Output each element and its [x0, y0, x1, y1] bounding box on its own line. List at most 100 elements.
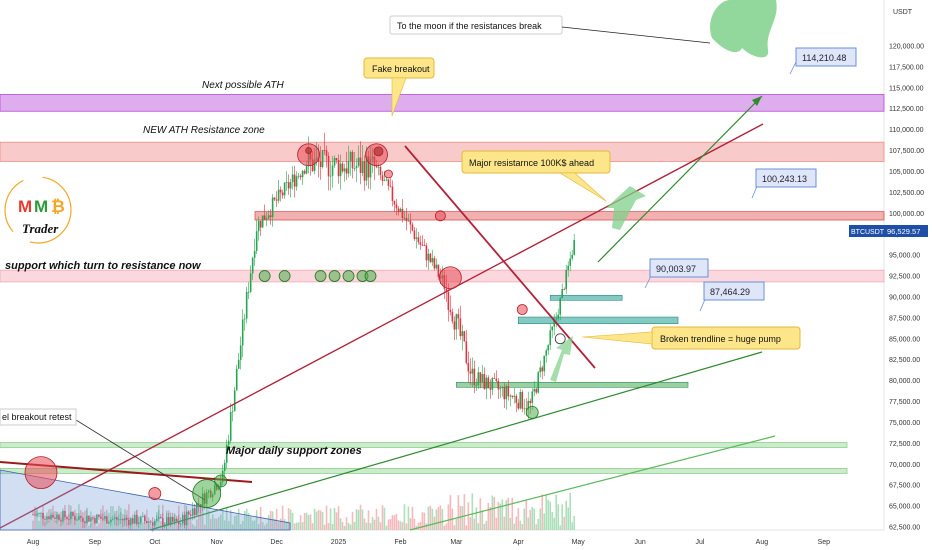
volume-bar — [243, 510, 246, 530]
rising-support-line[interactable] — [149, 351, 763, 531]
volume-bar — [239, 524, 242, 530]
volume-bar — [339, 518, 342, 530]
callout-retest[interactable]: el breakout retest — [0, 408, 77, 426]
candle-body — [571, 254, 573, 259]
zone-1[interactable] — [0, 141, 885, 162]
marker-support-touch-6[interactable] — [364, 270, 377, 282]
candle-body — [261, 215, 264, 228]
volume-bar — [100, 509, 102, 530]
marker-support-touch-4[interactable] — [342, 270, 355, 282]
candle-body — [167, 517, 170, 525]
callout-broken-trendline[interactable]: Broken trendline = huge pump — [581, 326, 801, 350]
callout-moon[interactable]: To the moon if the resistances break — [389, 15, 711, 44]
callout-moon-box — [389, 15, 563, 35]
level-2[interactable] — [456, 381, 689, 388]
marker-channel-touch[interactable] — [148, 487, 162, 500]
marker-retest-100k[interactable] — [434, 210, 446, 222]
zone-4[interactable] — [0, 442, 848, 448]
volume-bar — [521, 523, 524, 530]
volume-bar — [205, 505, 208, 530]
zone-5[interactable] — [0, 468, 848, 474]
volume-bar — [373, 519, 376, 530]
candle-body — [435, 264, 438, 269]
y-tick-label: 77,500.00 — [889, 399, 920, 406]
x-tick-label: Sep — [818, 539, 831, 546]
candle-body — [377, 166, 380, 168]
volume-bar — [92, 515, 94, 530]
volume-bar — [46, 519, 48, 530]
price-callout-114k[interactable]: 114,210.48 — [789, 47, 857, 75]
marker-top-2-dot[interactable] — [373, 146, 384, 157]
price-callout-87k[interactable]: 87,464.29 — [699, 281, 765, 312]
price-callout-100k[interactable]: 100,243.13 — [751, 168, 817, 199]
candle-body — [429, 253, 432, 263]
marker-support-touch-0[interactable] — [258, 270, 271, 282]
candle-body — [447, 291, 450, 310]
volume-bar — [333, 508, 336, 530]
candle-body — [555, 318, 558, 320]
candle-body — [124, 517, 126, 521]
volume-bar — [207, 510, 210, 530]
candle-body — [181, 514, 184, 524]
volume-bar — [375, 508, 378, 530]
volume-bar — [553, 517, 556, 530]
marker-support-touch-3[interactable] — [328, 270, 341, 282]
marker-breakout-point[interactable] — [554, 333, 566, 345]
x-tick-label: Apr — [513, 539, 525, 546]
candle-body — [156, 518, 158, 521]
volume-bar — [535, 524, 538, 530]
marker-support-touch-1[interactable] — [278, 270, 291, 282]
candle-body — [515, 395, 518, 403]
marker-breakdown[interactable] — [438, 266, 462, 290]
zone-2[interactable] — [254, 211, 885, 221]
price-callout-90k[interactable]: 90,003.97 — [644, 258, 709, 289]
volume-bar — [479, 498, 482, 530]
candle-body — [323, 150, 326, 151]
callout-fake-breakout[interactable]: Fake breakout — [363, 57, 435, 117]
zone-0[interactable] — [0, 94, 885, 112]
level-1[interactable] — [517, 316, 679, 325]
price-callout-87k-box — [703, 281, 765, 301]
volume-bar — [301, 522, 304, 530]
marker-channel-breakout[interactable] — [192, 479, 222, 508]
candle-body — [237, 359, 240, 369]
lower-support-line[interactable] — [409, 435, 776, 531]
candle-body — [44, 518, 46, 520]
marker-downtrend-touch-2[interactable] — [384, 169, 393, 179]
callout-major-resistance[interactable]: Major resistarnce 100K$ ahead — [461, 150, 611, 202]
candle-body — [293, 174, 296, 187]
volume-bar — [431, 508, 434, 530]
candle-body — [52, 515, 54, 518]
candle-body — [567, 265, 569, 270]
volume-bar — [515, 516, 518, 530]
candle-body — [193, 508, 196, 516]
marker-downtrend-touch[interactable] — [516, 304, 528, 315]
candle-body — [313, 159, 316, 171]
broken-downtrend-line[interactable] — [404, 145, 596, 369]
candle-body — [279, 189, 282, 193]
volume-bar — [221, 509, 224, 530]
level-0[interactable] — [549, 294, 623, 301]
candle-body — [427, 253, 430, 261]
candle-body — [489, 388, 492, 390]
candle-body — [349, 151, 352, 162]
volume-bar — [287, 508, 290, 530]
candle-body — [415, 237, 418, 239]
candle-body — [385, 179, 388, 181]
marker-top-1[interactable] — [297, 143, 320, 167]
y-tick-label: 85,000.00 — [889, 336, 920, 343]
marker-support-touch-2[interactable] — [314, 270, 327, 282]
volume-bar — [353, 521, 356, 530]
candle-body — [393, 200, 396, 205]
marker-breakout-retest[interactable] — [214, 474, 228, 488]
rising-resistance-line[interactable] — [0, 123, 764, 529]
candle-body — [511, 395, 514, 397]
marker-channel-top[interactable] — [24, 456, 58, 490]
volume-bar — [531, 506, 534, 530]
marker-april-low[interactable] — [525, 405, 539, 419]
candle-body — [68, 519, 70, 521]
marker-top-1-dot[interactable] — [305, 147, 312, 154]
volume-bar — [447, 504, 450, 530]
volume-bar — [32, 520, 34, 530]
